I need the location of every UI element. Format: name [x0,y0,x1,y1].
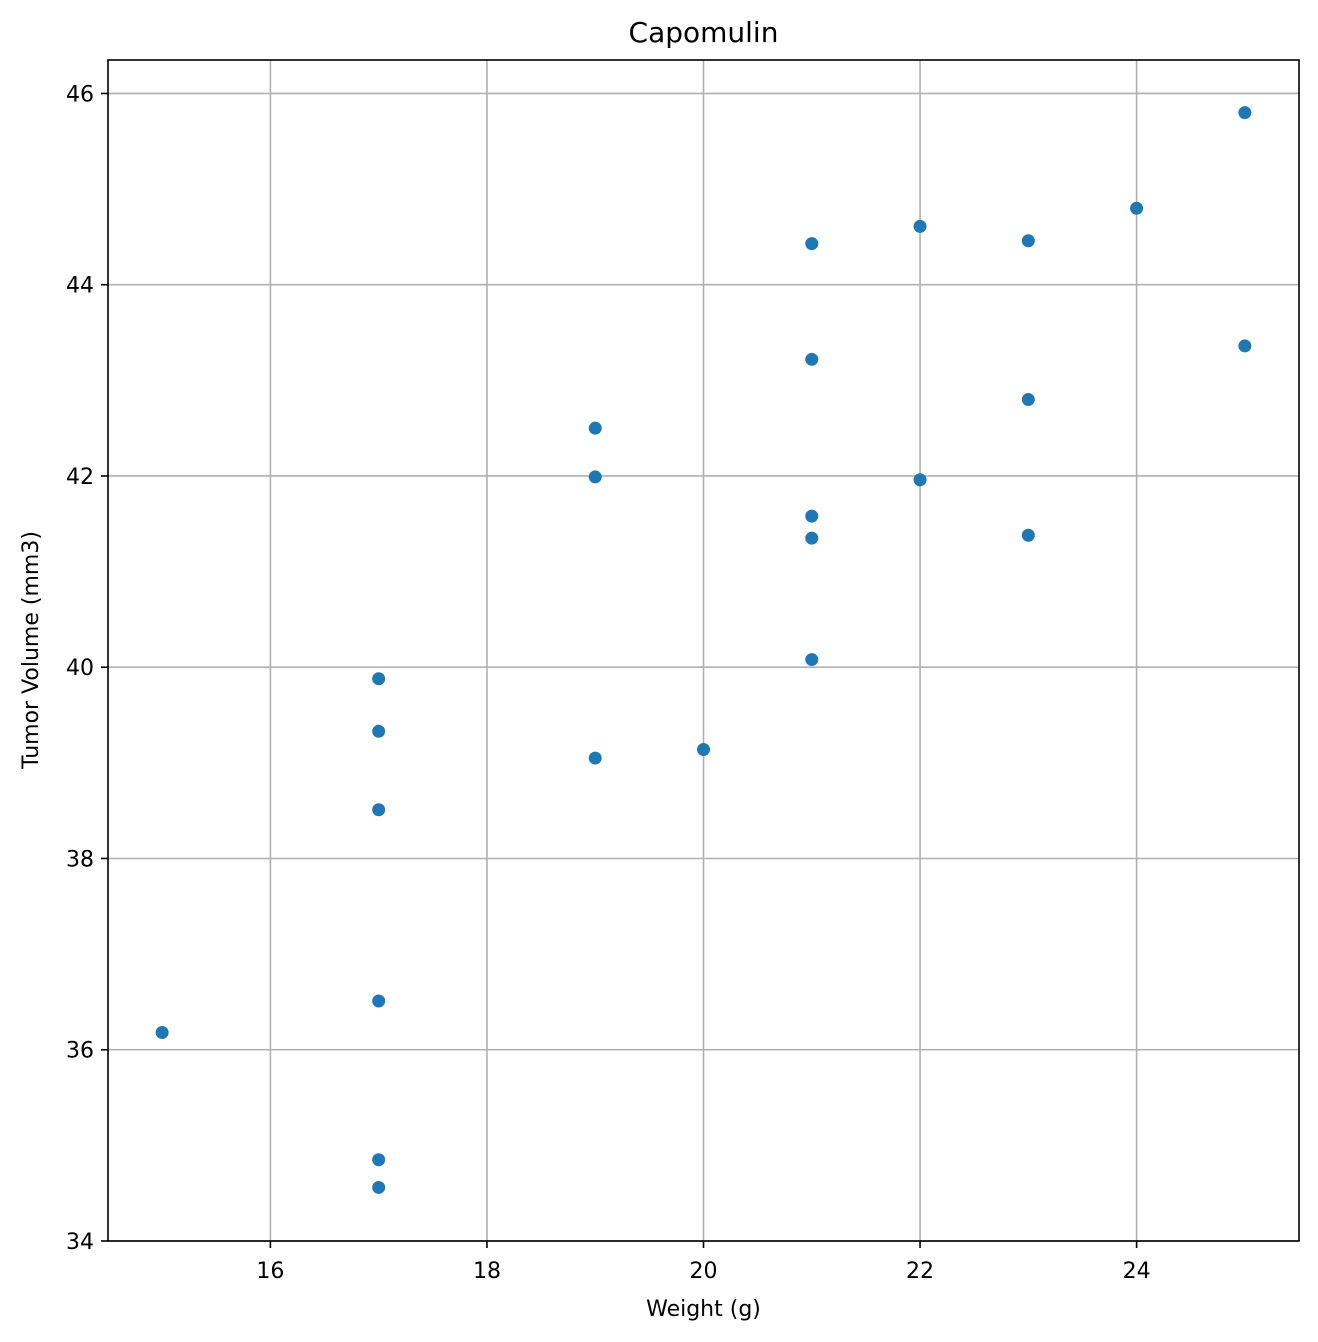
data-point [372,724,386,738]
chart-title: Capomulin [629,16,779,49]
y-tick-label: 46 [66,82,94,107]
data-point [1021,234,1035,248]
y-tick-label: 34 [66,1230,94,1255]
y-tick-label: 42 [66,465,94,490]
data-point [697,742,710,756]
data-point [588,421,602,435]
data-point [1238,339,1252,353]
x-tick-label: 18 [473,1259,501,1284]
data-point [372,1180,386,1194]
data-point [1130,201,1144,215]
data-point [1021,392,1035,406]
axis-ticks: 16 18 20 22 24 34 36 38 40 42 44 46 [66,82,1151,1284]
y-tick-label: 38 [66,847,94,872]
y-axis-label: Tumor Volume (mm3) [19,531,44,770]
grid-lines [108,60,1299,1242]
data-point [805,653,819,667]
data-point [805,237,819,251]
data-point [372,803,386,817]
x-tick-label: 24 [1123,1259,1151,1284]
data-point [588,751,602,765]
data-points [155,106,1252,1194]
data-point [372,994,386,1008]
y-tick-label: 36 [66,1039,94,1064]
x-axis-label: Weight (g) [646,1297,761,1322]
y-tick-label: 44 [66,274,94,299]
data-point [372,1153,386,1167]
data-point [372,672,386,686]
data-point [805,531,819,545]
data-point [1238,106,1252,120]
data-point [805,352,819,366]
data-point [1021,528,1035,542]
data-point [588,470,602,484]
data-point [805,509,819,523]
y-tick-label: 40 [66,656,94,681]
x-tick-label: 20 [690,1259,718,1284]
data-point [913,473,927,487]
data-point [913,219,927,233]
x-tick-label: 16 [256,1259,284,1284]
data-point [155,1026,169,1040]
x-tick-label: 22 [906,1259,934,1284]
